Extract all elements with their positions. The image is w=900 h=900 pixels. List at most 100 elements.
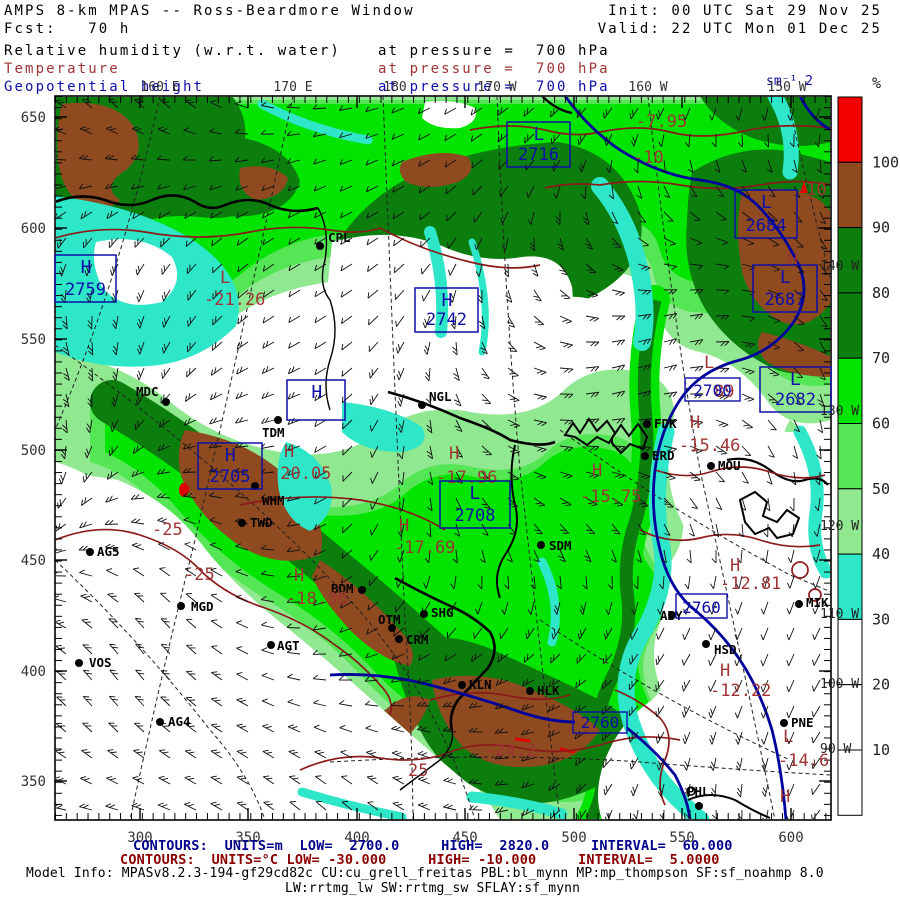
wind-barb — [533, 497, 546, 507]
wind-barb — [423, 341, 431, 355]
temp-contour-label: -15.46 — [679, 436, 740, 456]
wind-barb — [157, 443, 171, 452]
wind-barb — [507, 471, 520, 481]
wind-barb — [559, 523, 570, 534]
wind-barb — [185, 723, 197, 733]
wind-barb — [533, 445, 547, 453]
wind-barb — [156, 468, 171, 475]
wind-barb — [715, 211, 727, 221]
wind-barb — [811, 705, 821, 718]
rh-region — [342, 402, 425, 452]
wind-barb — [84, 445, 93, 459]
wind-barb — [236, 697, 249, 707]
wind-barb — [452, 341, 458, 356]
x-axis-label: 600 — [778, 830, 803, 846]
wind-barb — [741, 237, 754, 246]
wind-barb — [394, 289, 405, 301]
colorbar-segment — [837, 161, 863, 229]
wind-barb — [611, 417, 626, 424]
wind-barb — [185, 237, 197, 247]
wind-barb — [663, 391, 678, 398]
station-layer: CPL MDC TDM WHM TWD AG5 MGD VOS AG4 AGT BDM OTM SHGC… — [75, 230, 829, 810]
wind-barb — [208, 156, 223, 162]
wind-barb — [468, 778, 483, 785]
y-axis-label: 400 — [21, 664, 46, 680]
wind-barb — [740, 159, 747, 173]
wind-barb — [481, 445, 493, 456]
wind-barb — [340, 263, 353, 272]
wind-barb — [157, 517, 171, 525]
wind-barb — [210, 593, 223, 603]
wind-barb — [655, 731, 665, 744]
wind-barb — [107, 749, 119, 759]
wind-barb — [260, 157, 275, 164]
wind-barb — [370, 445, 379, 458]
wind-barb — [761, 783, 769, 797]
wind-barb — [663, 364, 677, 372]
wind-barb — [418, 653, 431, 661]
wind-barb — [161, 315, 171, 328]
wind-barb — [262, 724, 275, 733]
wind-barb — [365, 652, 379, 659]
wind-barb — [183, 442, 197, 450]
wind-barb — [444, 159, 457, 168]
wind-barb — [468, 727, 483, 733]
wind-barb — [761, 107, 769, 121]
wind-barb — [741, 445, 752, 457]
wind-barb — [689, 471, 701, 481]
wind-barb — [63, 367, 70, 381]
wind-barb — [338, 105, 353, 111]
wind-barb — [468, 702, 483, 709]
wind-barb — [604, 133, 613, 146]
wind-barb — [585, 391, 600, 398]
wind-barb — [341, 341, 353, 351]
wind-barb — [533, 393, 547, 401]
wind-barb — [370, 497, 379, 510]
wind-barb — [812, 653, 821, 666]
wind-barb — [708, 627, 717, 641]
wind-barb — [78, 183, 93, 190]
wind-barb — [611, 364, 626, 372]
wind-barb — [287, 724, 301, 733]
wind-barb — [261, 698, 275, 707]
wind-barb — [289, 775, 301, 785]
wind-barb — [313, 574, 327, 581]
wind-barb — [494, 728, 509, 734]
wind-barb — [504, 575, 510, 590]
colorbar-segment — [837, 553, 863, 620]
wind-barb — [288, 263, 301, 272]
wind-barb — [557, 237, 565, 251]
height-extreme-box — [414, 287, 479, 333]
wind-barb — [786, 757, 795, 771]
wind-barb — [611, 211, 619, 225]
station-label: AG5 — [97, 544, 120, 559]
wind-barb — [261, 417, 275, 424]
wind-barb — [450, 575, 457, 590]
wind-barb — [62, 419, 68, 434]
wind-barb — [559, 419, 574, 425]
wind-barb — [136, 315, 145, 329]
wind-barb — [236, 620, 249, 629]
wind-barb — [793, 315, 805, 325]
station-dot — [156, 718, 164, 726]
wind-barb — [236, 749, 249, 759]
rh-dry-region — [56, 470, 498, 819]
wind-barb — [108, 618, 119, 629]
wind-barb — [160, 696, 171, 707]
wind-barb — [547, 729, 561, 738]
wind-barb — [767, 341, 780, 350]
wind-barb — [393, 237, 405, 247]
wind-barb — [603, 107, 613, 119]
wind-barb — [448, 263, 457, 276]
wind-barb — [135, 669, 145, 681]
wind-barb — [82, 669, 93, 681]
wind-barb — [183, 184, 197, 191]
temp-contour-label: L — [704, 353, 714, 373]
wind-barb — [83, 471, 93, 483]
station-dot — [695, 802, 703, 810]
wind-barb — [340, 237, 353, 245]
wind-barb — [340, 289, 353, 298]
wind-barb — [760, 653, 769, 667]
wind-barb — [683, 601, 691, 615]
wind-barb — [133, 749, 145, 759]
